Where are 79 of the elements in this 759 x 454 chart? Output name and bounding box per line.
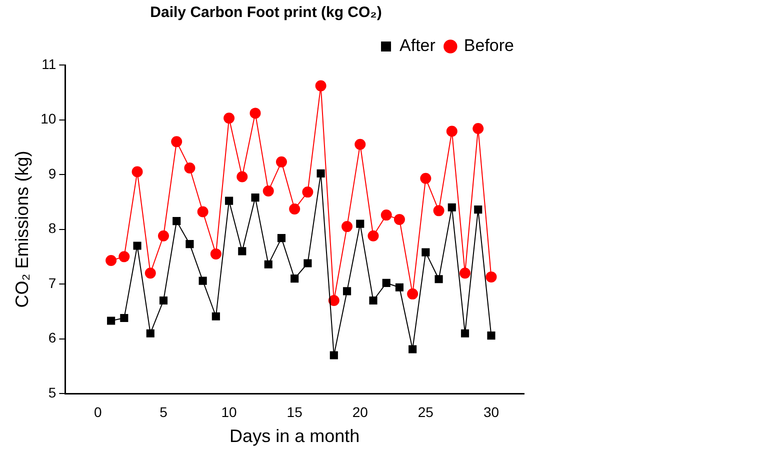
point	[395, 283, 404, 292]
point	[212, 312, 220, 320]
point	[342, 287, 352, 296]
point	[159, 296, 168, 305]
x-tick-label: 15	[286, 404, 303, 420]
point	[276, 156, 287, 168]
point	[433, 205, 444, 216]
point	[120, 314, 128, 322]
y-tick-label: 6	[48, 330, 56, 346]
point	[315, 80, 326, 92]
chart-title: Daily Carbon Foot print (kg CO₂)	[150, 4, 382, 22]
point	[197, 206, 208, 218]
point	[277, 234, 286, 242]
point	[408, 345, 417, 354]
point	[171, 136, 182, 148]
point	[186, 240, 194, 248]
point	[448, 203, 456, 212]
point	[210, 248, 222, 260]
x-tick-label: 20	[352, 404, 368, 420]
x-tick-label: 30	[483, 404, 500, 420]
point	[262, 185, 274, 196]
x-tick-label: 10	[221, 404, 238, 420]
point	[316, 169, 325, 178]
point	[354, 138, 366, 150]
point	[434, 275, 443, 284]
y-tick-label: 7	[48, 274, 56, 291]
point	[486, 271, 497, 282]
point	[487, 332, 496, 340]
point	[251, 194, 260, 202]
point	[420, 172, 432, 184]
point	[356, 220, 364, 228]
legend-label: Before	[464, 36, 514, 56]
point	[422, 248, 430, 256]
point	[184, 162, 196, 174]
point	[236, 171, 248, 182]
point	[304, 259, 312, 268]
point	[224, 112, 235, 124]
point	[146, 329, 154, 338]
point	[133, 242, 142, 250]
point	[118, 251, 130, 262]
y-tick-label: 8	[48, 220, 56, 236]
x-tick-label: 25	[418, 404, 434, 420]
point	[172, 217, 181, 226]
point	[394, 214, 405, 225]
point	[446, 126, 458, 137]
point	[369, 296, 378, 305]
y-tick-label: 9	[48, 165, 56, 182]
point	[290, 274, 299, 283]
point	[250, 108, 261, 119]
point	[132, 166, 143, 178]
x-tick-label: 0	[94, 404, 102, 420]
point	[460, 329, 470, 338]
point	[330, 351, 338, 360]
point	[380, 210, 392, 221]
point	[238, 247, 246, 256]
y-axis-title: CO₂ Emissions (kg)	[12, 150, 32, 308]
point	[382, 278, 390, 288]
y-tick-label: 5	[48, 384, 56, 400]
point	[106, 255, 117, 266]
point	[460, 268, 471, 279]
y-tick-label: 10	[40, 110, 56, 127]
x-axis-title: Days in a month	[230, 426, 360, 446]
point	[368, 230, 379, 242]
y-tick-label: 11	[42, 56, 56, 72]
point	[302, 186, 314, 198]
point	[342, 221, 353, 232]
point	[264, 260, 272, 268]
point	[158, 230, 169, 242]
point	[144, 268, 156, 279]
point	[407, 288, 418, 300]
point	[328, 294, 340, 306]
point	[472, 123, 484, 134]
x-tick-label: 5	[160, 404, 168, 420]
point	[198, 276, 207, 285]
point	[474, 206, 482, 214]
point	[107, 316, 116, 325]
point	[289, 204, 300, 215]
point	[225, 196, 234, 205]
legend-label: After	[400, 36, 436, 56]
